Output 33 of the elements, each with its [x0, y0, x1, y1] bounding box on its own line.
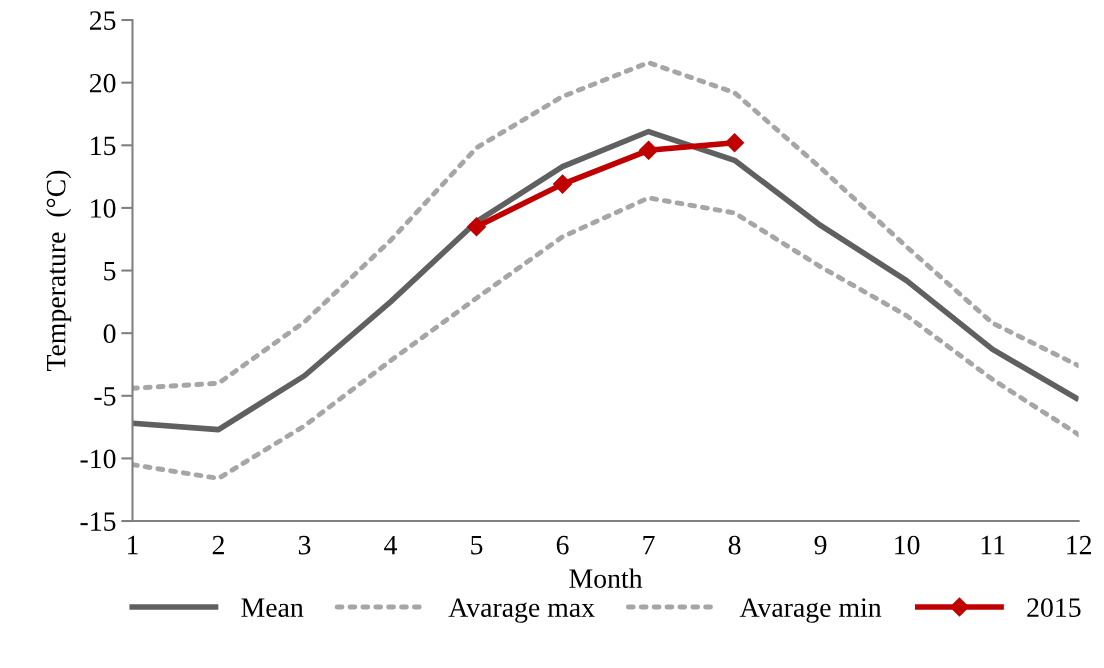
- y-tick-label: 10: [91, 199, 116, 218]
- x-tick-label: 9: [814, 535, 827, 555]
- x-axis-title: Month: [569, 568, 643, 588]
- x-tick-label: 10: [895, 535, 920, 555]
- y-tick-label: -15: [80, 512, 116, 531]
- point: [553, 174, 573, 194]
- line-series: [132, 60, 1079, 391]
- x-tick-label: 3: [298, 535, 311, 555]
- x-tick-label: 1: [127, 535, 138, 555]
- x-tick-label: 4: [384, 535, 398, 555]
- point: [725, 133, 745, 153]
- y-tick-label: -5: [94, 387, 116, 406]
- x-tick-label: 11: [981, 535, 1005, 555]
- y-tick-label: 0: [103, 324, 116, 344]
- x-tick-label: 2: [212, 535, 224, 555]
- legend-label: Mean: [241, 598, 304, 617]
- point: [466, 217, 487, 237]
- x-tick-label: 7: [643, 536, 655, 555]
- x-tick-label: 12: [1067, 535, 1091, 555]
- x-tick-label: 8: [728, 535, 741, 555]
- legend-label: Avarage max: [448, 598, 595, 623]
- line-series: [132, 195, 1079, 481]
- y-tick-label: 15: [91, 136, 116, 156]
- y-tick-label: -10: [80, 449, 116, 469]
- y-tick-label: 25: [89, 11, 116, 30]
- y-tick-label: 20: [89, 73, 116, 93]
- y-tick-label: 5: [104, 261, 116, 281]
- point: [639, 140, 659, 160]
- y-axis-title: Temperature (°C): [45, 170, 72, 372]
- x-tick-label: 5: [471, 536, 483, 555]
- legend-label: 2015: [1027, 598, 1081, 617]
- x-tick-label: 6: [556, 535, 569, 555]
- legend-label: Avarage min: [739, 598, 882, 623]
